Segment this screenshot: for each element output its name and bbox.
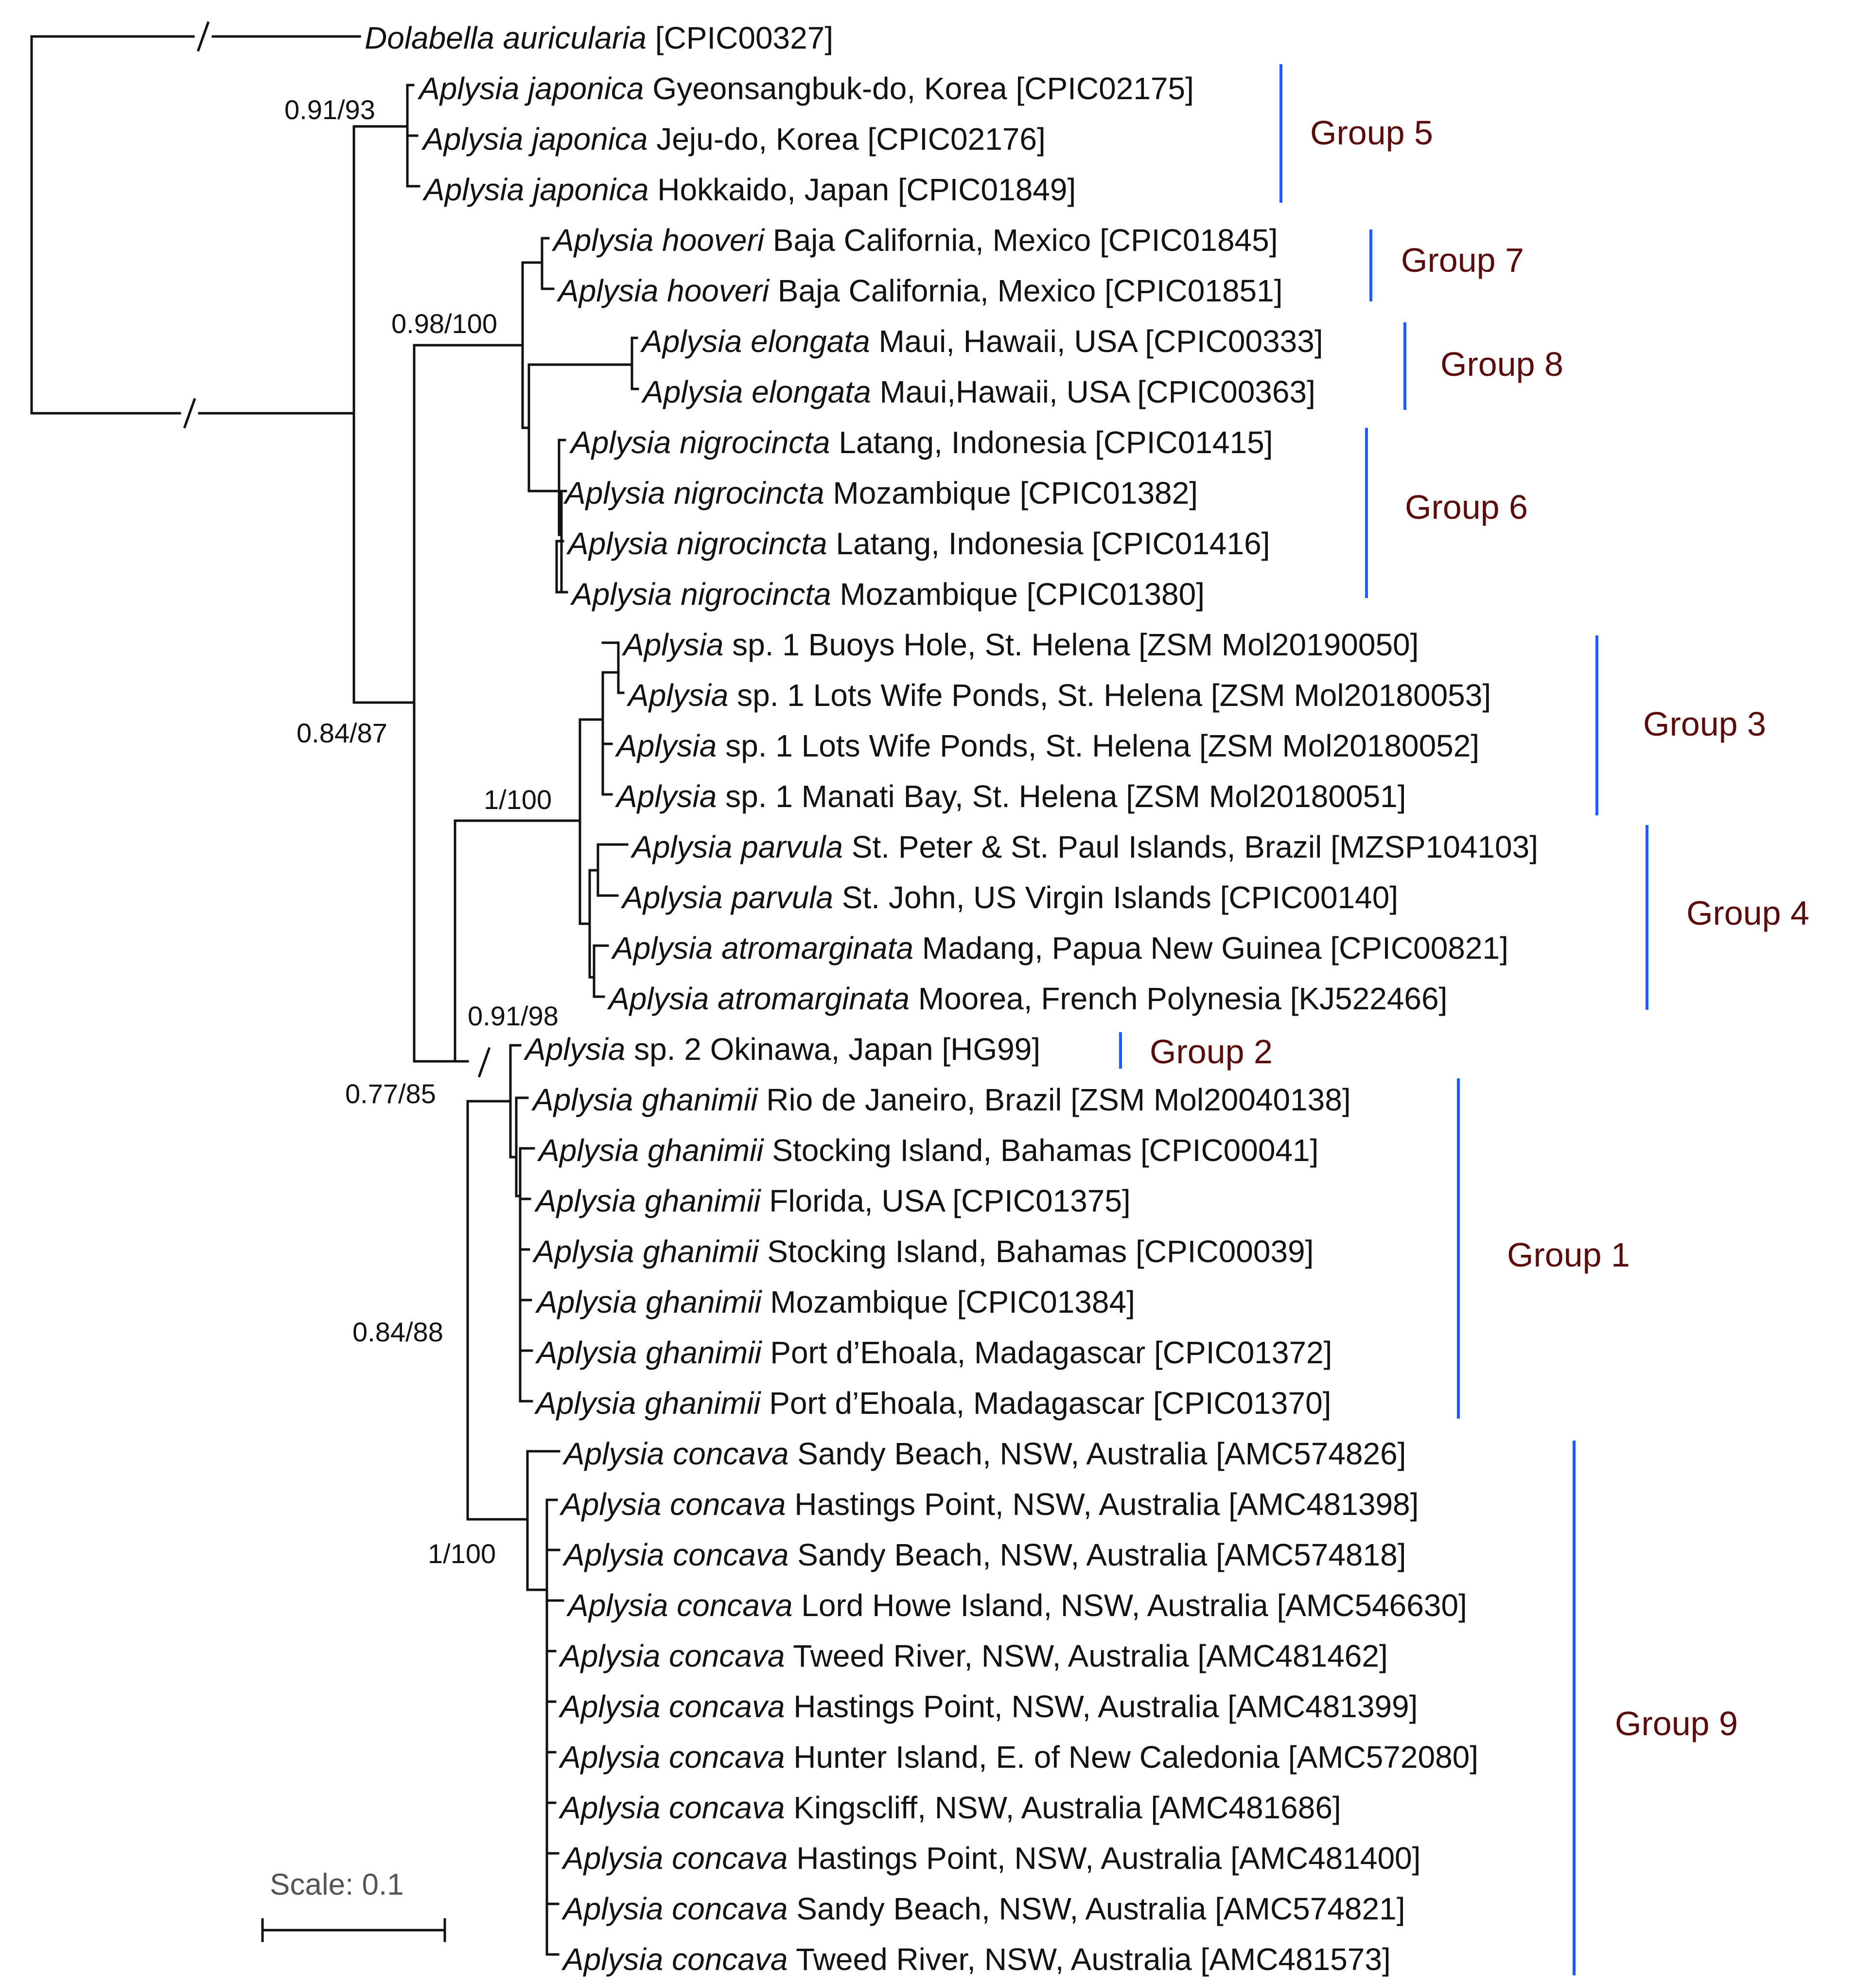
support-value: 0.77/85: [345, 1078, 436, 1109]
taxon-label: Aplysia concava Lord Howe Island, NSW, A…: [568, 1588, 1467, 1623]
taxon-label: Aplysia ghanimii Mozambique [CPIC01384]: [537, 1284, 1135, 1319]
taxon-label: Aplysia elongata Maui,Hawaii, USA [CPIC0…: [643, 374, 1315, 409]
group-7-bar: [1369, 229, 1372, 301]
group-label: Group 2: [1150, 1033, 1273, 1071]
taxon-label: Aplysia japonica Jeju-do, Korea [CPIC021…: [423, 122, 1046, 157]
taxon-label: Aplysia concava Tweed River, NSW, Austra…: [560, 1638, 1388, 1673]
taxon-label: Aplysia ghanimii Stocking Island, Bahama…: [539, 1133, 1319, 1168]
support-value: 0.91/98: [468, 1001, 559, 1031]
taxon-label: Aplysia japonica Hokkaido, Japan [CPIC01…: [424, 172, 1076, 207]
group-6-bar: [1365, 428, 1368, 598]
group-1-bar: [1457, 1078, 1460, 1419]
taxon-label: Aplysia concava Sandy Beach, NSW, Austra…: [564, 1436, 1406, 1471]
branch-break-mark: [196, 21, 210, 52]
taxon-label-dolabella: Dolabella auricularia [CPIC00327]: [365, 20, 834, 55]
taxon-label: Aplysia concava Hastings Point, NSW, Aus…: [563, 1841, 1421, 1876]
taxon-label: Aplysia ghanimii Rio de Janeiro, Brazil …: [533, 1082, 1351, 1117]
taxon-label: Aplysia concava Sandy Beach, NSW, Austra…: [564, 1537, 1406, 1572]
taxon-label: Aplysia sp. 1 Lots Wife Ponds, St. Helen…: [628, 678, 1491, 713]
taxon-label: Aplysia elongata Maui, Hawaii, USA [CPIC…: [642, 324, 1323, 359]
taxon-label: Aplysia ghanimii Florida, USA [CPIC01375…: [536, 1183, 1131, 1218]
group-label: Group 7: [1401, 241, 1524, 279]
taxon-label: Aplysia concava Tweed River, NSW, Austra…: [563, 1942, 1391, 1977]
support-value: 0.91/93: [284, 94, 375, 125]
taxon-label: Aplysia nigrocincta Latang, Indonesia [C…: [571, 425, 1273, 460]
group-9-bar: [1573, 1441, 1576, 1975]
taxon-label: Aplysia nigrocincta Mozambique [CPIC0138…: [565, 475, 1198, 510]
taxon-label: Aplysia concava Hunter Island, E. of New…: [560, 1740, 1479, 1775]
group-label: Group 1: [1507, 1236, 1630, 1274]
branch-break-mark: [477, 1047, 491, 1078]
taxon-label: Aplysia ghanimii Port d’Ehoala, Madagasc…: [537, 1335, 1332, 1370]
branch-break-mark: [183, 398, 196, 429]
group-label: Group 3: [1643, 705, 1766, 743]
taxon-label: Aplysia atromarginata Madang, Papua New …: [613, 931, 1508, 966]
group-label: Group 6: [1405, 488, 1528, 526]
support-value: 0.84/87: [297, 718, 387, 748]
support-value: 1/100: [428, 1538, 496, 1569]
support-value: 1/100: [484, 784, 552, 815]
group-label: Group 4: [1686, 894, 1809, 932]
taxon-label: Aplysia parvula St. John, US Virgin Isla…: [622, 880, 1399, 915]
group-5-bar: [1279, 64, 1282, 203]
taxon-label: Aplysia concava Hastings Point, NSW, Aus…: [561, 1487, 1419, 1522]
taxon-label: Aplysia ghanimii Port d’Ehoala, Madagasc…: [536, 1386, 1331, 1421]
taxon-label: Aplysia hooveri Baja California, Mexico …: [558, 273, 1283, 308]
group-8-bar: [1403, 322, 1406, 410]
group-2-bar: [1119, 1032, 1122, 1069]
taxon-label: Aplysia nigrocincta Mozambique [CPIC0138…: [572, 577, 1205, 612]
taxon-label: Aplysia concava Sandy Beach, NSW, Austra…: [563, 1891, 1405, 1926]
taxon-label: Aplysia hooveri Baja California, Mexico …: [553, 223, 1278, 258]
taxon-label: Aplysia atromarginata Moorea, French Pol…: [609, 981, 1448, 1016]
support-value: 0.84/88: [352, 1317, 443, 1347]
scale-bar-label: Scale: 0.1: [270, 1868, 404, 1901]
taxon-label: Aplysia sp. 1 Lots Wife Ponds, St. Helen…: [616, 728, 1480, 763]
group-3-bar: [1595, 635, 1598, 815]
taxon-label: Aplysia ghanimii Stocking Island, Bahama…: [534, 1234, 1314, 1269]
taxon-label: Aplysia parvula St. Peter & St. Paul Isl…: [632, 829, 1538, 864]
taxon-label: Aplysia concava Hastings Point, NSW, Aus…: [560, 1689, 1418, 1724]
taxon-label: Aplysia sp. 2 Okinawa, Japan [HG99]: [525, 1032, 1041, 1067]
support-value: 0.98/100: [391, 308, 497, 339]
group-label: Group 9: [1615, 1705, 1738, 1742]
group-label: Group 5: [1310, 114, 1433, 152]
taxon-label: Aplysia concava Kingscliff, NSW, Austral…: [560, 1790, 1341, 1825]
taxon-label: Aplysia japonica Gyeonsangbuk-do, Korea …: [419, 71, 1194, 106]
group-4-bar: [1646, 825, 1648, 1010]
taxon-label: Aplysia nigrocincta Latang, Indonesia [C…: [568, 526, 1270, 561]
group-label: Group 8: [1440, 345, 1563, 383]
taxon-label: Aplysia sp. 1 Buoys Hole, St. Helena [ZS…: [623, 627, 1419, 662]
taxon-label: Aplysia sp. 1 Manati Bay, St. Helena [ZS…: [616, 779, 1406, 814]
